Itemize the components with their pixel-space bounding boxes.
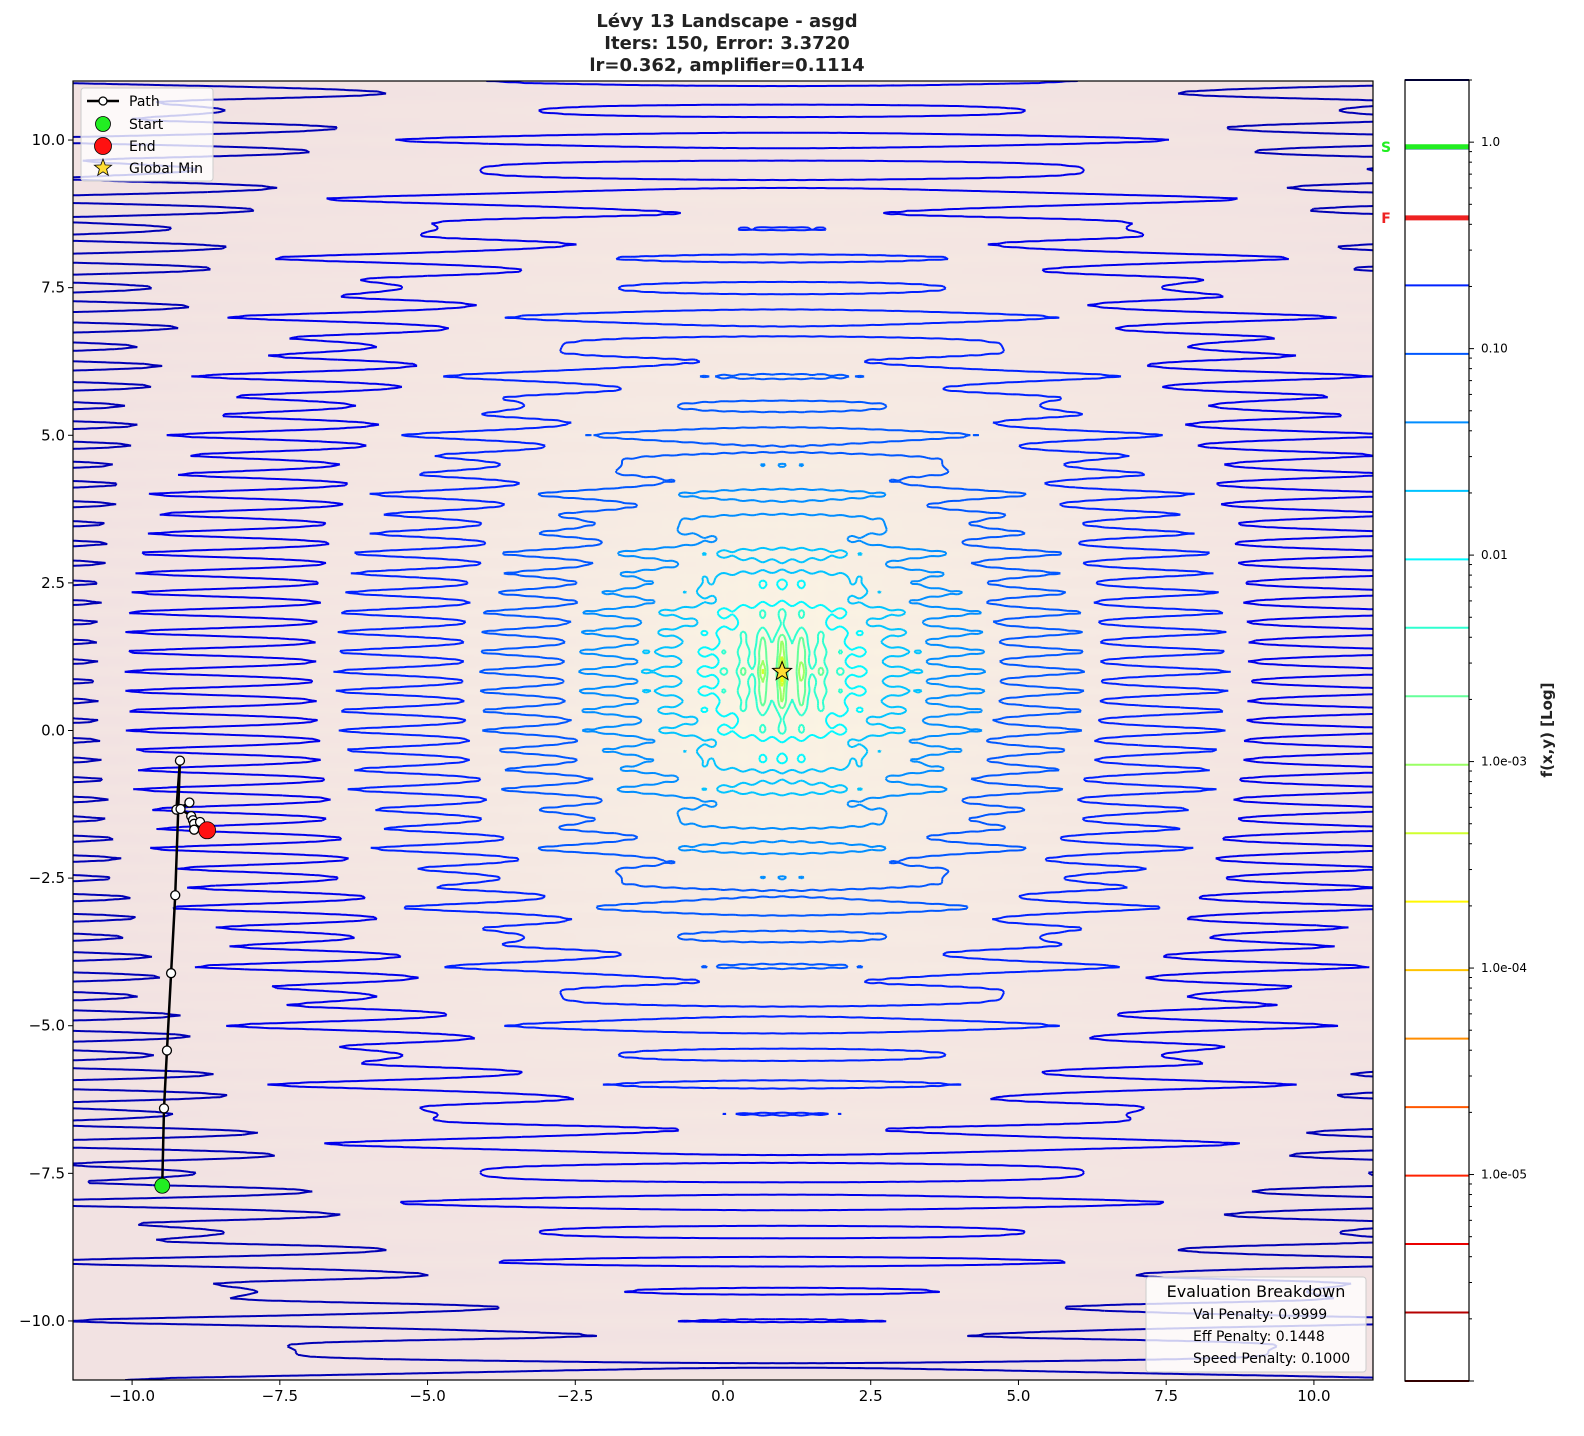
x-tick-label: −5.0 xyxy=(409,1387,445,1405)
y-tick-label: −10.0 xyxy=(19,1312,65,1330)
legend-end-label: End xyxy=(129,139,156,155)
y-tick-label: 2.5 xyxy=(41,574,65,592)
evaluation-breakdown-box: Evaluation Breakdown Val Penalty: 0.9999… xyxy=(1145,1276,1367,1373)
optimizer-path xyxy=(154,660,793,1194)
title-line-3: lr=0.362, amplifier=0.1114 xyxy=(589,55,864,76)
breakdown-eff-penalty: Eff Penalty: 0.1448 xyxy=(1193,1329,1325,1345)
x-tick-label: 10.0 xyxy=(1297,1387,1330,1405)
title-line-2: Iters: 150, Error: 3.3720 xyxy=(604,33,849,54)
path-point xyxy=(175,803,186,815)
legend-path-marker xyxy=(98,96,108,106)
colorbar-body xyxy=(1405,80,1469,1381)
colorbar-ticks: 1.0 0.10 0.01 1.0e-03 1.0e-04 1.0e-05 xyxy=(1469,79,1527,1382)
contour-level-13 xyxy=(640,546,924,797)
contour-level-15 xyxy=(479,372,1086,971)
x-tick-label: 7.5 xyxy=(1154,1387,1178,1405)
legend-star-icon xyxy=(93,157,113,177)
x-tick-label: 0.0 xyxy=(711,1387,735,1405)
title-line-1: Lévy 13 Landscape - asgd xyxy=(596,11,857,32)
y-axis: 10.0 7.5 5.0 2.5 0.0 −2.5 −5.0 −7.5 −10.0 xyxy=(19,131,73,1330)
colorbar-tick-label: 1.0 xyxy=(1481,135,1500,149)
path-point xyxy=(184,797,195,808)
contour-lines xyxy=(73,81,1373,1380)
path-point xyxy=(165,968,177,979)
y-tick-label: 10.0 xyxy=(32,131,65,149)
x-tick-label: −7.5 xyxy=(262,1387,298,1405)
breakdown-title: Evaluation Breakdown xyxy=(1167,1282,1346,1301)
start-marker xyxy=(154,1177,171,1194)
legend-path-label: Path xyxy=(129,94,160,110)
plot-frame xyxy=(72,80,1374,1381)
legend: Path Start End Global Min xyxy=(80,87,214,182)
breakdown-speed-penalty: Speed Penalty: 0.1000 xyxy=(1193,1351,1350,1367)
colorbar-marker-label: S xyxy=(1381,140,1391,156)
contour-level-14 xyxy=(578,462,987,881)
y-tick-label: −2.5 xyxy=(29,869,65,887)
path-point xyxy=(188,824,200,835)
x-tick-label: 5.0 xyxy=(1007,1387,1031,1405)
x-tick-label: −2.5 xyxy=(557,1387,593,1405)
path-point xyxy=(170,890,181,901)
path-point xyxy=(161,1045,173,1056)
colorbar-label: f(x,y) [Log] xyxy=(1538,683,1556,778)
path-point xyxy=(158,1103,170,1114)
colorbar-tick-label: 1.0e-04 xyxy=(1481,961,1527,975)
contour-level-17 xyxy=(124,81,1373,1324)
path-point xyxy=(174,755,186,766)
legend-globalmin-label: Global Min xyxy=(129,161,203,177)
colorbar-tick-label: 0.01 xyxy=(1481,548,1508,562)
colorbar-tick-label: 1.0e-03 xyxy=(1481,755,1527,769)
contour-level-16 xyxy=(333,226,1231,1117)
end-marker xyxy=(198,821,217,840)
chart-title: Lévy 13 Landscape - asgd Iters: 150, Err… xyxy=(589,11,864,76)
colorbar-tick-label: 0.10 xyxy=(1481,342,1508,356)
colorbar-marker-label: F xyxy=(1381,211,1391,227)
legend-end-marker xyxy=(94,137,112,155)
legend-start-label: Start xyxy=(129,117,164,133)
contour-level-12 xyxy=(696,578,868,765)
y-tick-label: −7.5 xyxy=(29,1164,65,1182)
colorbar-tick-label: 1.0e-05 xyxy=(1481,1168,1527,1182)
y-tick-label: 5.0 xyxy=(41,426,65,444)
y-tick-label: 0.0 xyxy=(41,722,65,740)
legend-start-marker xyxy=(95,116,111,132)
breakdown-val-penalty: Val Penalty: 0.9999 xyxy=(1193,1307,1327,1323)
y-tick-label: −5.0 xyxy=(29,1017,65,1035)
contour-level-11 xyxy=(719,607,845,735)
global-min-star xyxy=(771,660,793,681)
contour-level-9 xyxy=(759,640,805,703)
colorbar: SF 1.00.100.011.0e-031.0e-041.0e-05 f(x,… xyxy=(1381,79,1556,1382)
x-tick-label: −10.0 xyxy=(109,1387,155,1405)
x-tick-label: 2.5 xyxy=(859,1387,883,1405)
colorbar-frame xyxy=(1404,79,1470,1382)
x-axis: −10.0 −7.5 −5.0 −2.5 0.0 2.5 5.0 7.5 10.0 xyxy=(109,1380,1331,1405)
y-tick-label: 7.5 xyxy=(41,279,65,297)
colorbar-markers: SF xyxy=(1381,140,1469,227)
